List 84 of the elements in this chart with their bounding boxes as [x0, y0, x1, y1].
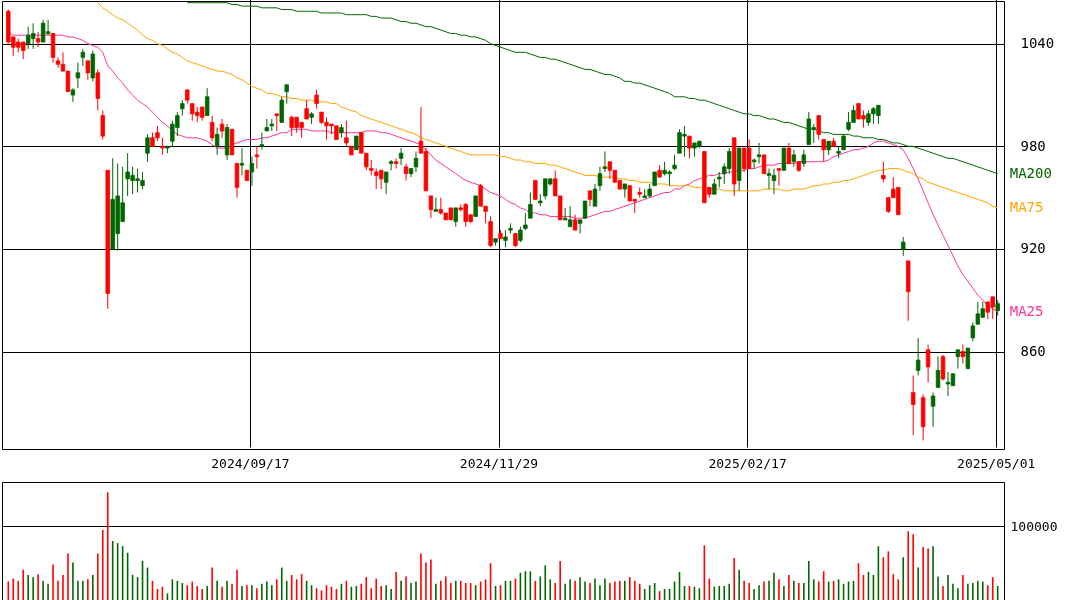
candlestick: [209, 115, 215, 142]
candlestick: [259, 132, 265, 151]
candlestick: [592, 183, 598, 207]
candlestick: [771, 168, 777, 195]
candlestick: [816, 115, 821, 140]
y-tick-label: 1040: [1020, 35, 1055, 52]
y-tick-label: 860: [1020, 343, 1046, 360]
candlestick: [607, 161, 613, 180]
candlestick: [473, 195, 478, 217]
candlestick: [314, 89, 319, 110]
candlestick: [85, 60, 91, 81]
candlestick: [533, 180, 538, 200]
candlestick: [488, 215, 493, 248]
candlestick: [413, 150, 419, 173]
candlestick: [746, 139, 752, 170]
candlestick: [249, 156, 255, 187]
candlestick: [761, 154, 767, 175]
candlestick: [284, 84, 289, 105]
candlestick: [940, 354, 946, 382]
candlestick: [453, 207, 458, 228]
candlestick: [70, 87, 76, 103]
candlestick: [791, 149, 797, 168]
candlestick: [910, 374, 916, 436]
candlestick: [766, 168, 772, 190]
candlestick: [304, 99, 309, 120]
series-label: MA25: [1009, 303, 1044, 320]
candlestick: [901, 236, 906, 257]
y-tick-label: 100000: [1010, 518, 1058, 534]
candlestick: [388, 159, 394, 171]
candlestick: [383, 171, 389, 195]
candlestick: [756, 142, 762, 164]
candlestick: [234, 162, 240, 199]
candlestick: [100, 109, 105, 140]
x-tick-label: 2024/09/17: [211, 455, 290, 471]
candlestick: [403, 162, 409, 182]
candlestick: [219, 118, 225, 139]
candlestick: [786, 142, 792, 164]
series-label: MA75: [1009, 198, 1044, 215]
line-series: [97, 2, 999, 209]
line-series: [186, 2, 999, 175]
candlestick: [975, 301, 981, 325]
candlestick: [393, 157, 399, 170]
candlestick: [254, 145, 260, 170]
candlestick: [344, 120, 349, 147]
candlestick: [935, 356, 941, 388]
candlestick: [428, 195, 434, 219]
candlestick: [687, 135, 692, 159]
candlestick: [965, 347, 971, 370]
candlestick: [970, 321, 976, 342]
candlestick: [960, 344, 966, 364]
candlestick: [781, 147, 787, 171]
x-tick-label: 2024/11/29: [459, 455, 539, 471]
candlestick: [55, 56, 61, 69]
candlestick: [214, 127, 220, 156]
candlestick: [925, 344, 931, 383]
candlestick: [821, 139, 826, 163]
candlestick: [35, 31, 41, 48]
candlestick: [433, 197, 439, 212]
candlestick: [80, 48, 86, 67]
candlestick: [597, 166, 603, 192]
candlestick: [567, 205, 573, 228]
x-tick-label: 2025/05/01: [957, 455, 1036, 471]
candlestick: [577, 219, 583, 235]
candlestick: [915, 337, 921, 376]
candlestick: [90, 50, 96, 82]
candlestick: [398, 147, 404, 166]
series-label: MA200: [1009, 164, 1052, 181]
candlestick: [279, 96, 284, 123]
candlestick: [945, 371, 951, 397]
candlestick: [204, 87, 210, 117]
candlestick: [75, 62, 81, 89]
x-tick-label: 2025/02/17: [708, 455, 787, 471]
candlestick: [50, 32, 56, 64]
candlestick: [881, 161, 886, 183]
candlestick: [955, 349, 961, 370]
candlestick: [528, 192, 533, 219]
candlestick: [378, 169, 384, 190]
y-tick-label: 980: [1020, 137, 1046, 154]
candlestick: [239, 147, 245, 176]
candlestick: [30, 22, 36, 50]
candlestick: [145, 133, 150, 163]
y-tick-label: 920: [1020, 240, 1046, 257]
candlestick: [930, 392, 936, 428]
candlestick: [776, 168, 782, 187]
